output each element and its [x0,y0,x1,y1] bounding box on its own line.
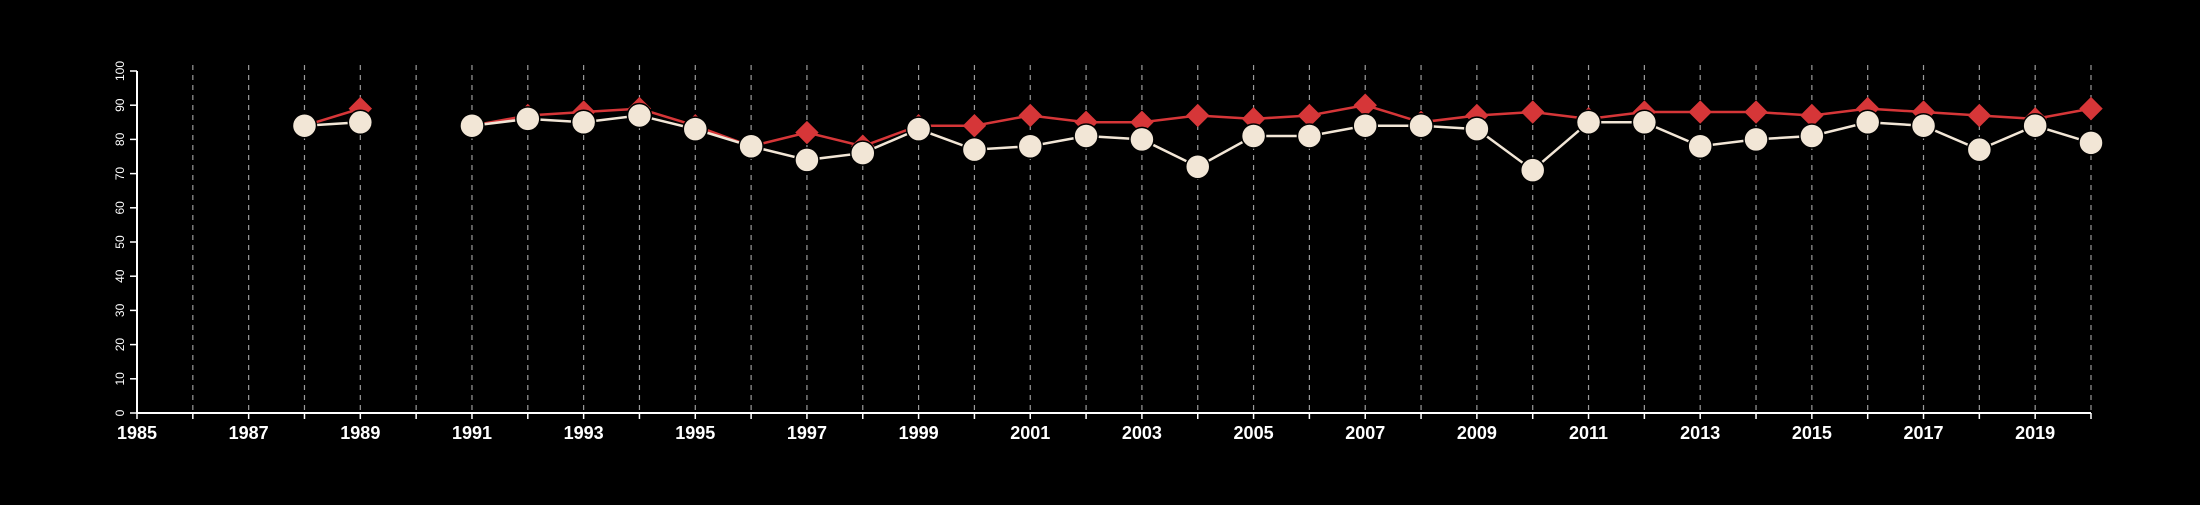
data-point-circle [1910,112,1937,139]
data-point-circle [2022,112,2048,139]
data-point-diamond [2079,96,2103,121]
data-point-circle [850,140,876,166]
data-point-diamond [1800,103,1824,128]
y-tick-label: 100 [113,61,127,81]
data-point-circle [1184,154,1211,180]
series-2 [291,102,2104,183]
y-tick-label: 50 [113,235,127,249]
y-tick-label: 60 [113,201,127,215]
data-point-circle [515,106,541,132]
x-tick-label: 2009 [1457,423,1497,443]
y-tick-label: 20 [113,338,127,352]
x-tick-label: 2013 [1680,423,1720,443]
data-point-circle [1129,126,1155,153]
x-tick-label: 2019 [2015,423,2055,443]
data-point-circle [626,102,653,129]
data-point-circle [291,112,318,139]
y-tick-label: 10 [113,372,127,386]
y-tick-label: 70 [113,167,127,181]
y-tick-label: 40 [113,269,127,283]
data-point-circle [570,109,597,136]
data-point-diamond [795,120,819,145]
data-point-circle [1519,157,1546,183]
data-point-circle [682,116,709,142]
data-point-diamond [1353,93,1377,117]
data-point-circle [794,147,820,173]
y-ticks: 0 10 20 30 40 50 60 70 80 90 100 [113,61,137,416]
data-point-circle [1966,136,1993,163]
data-point-circle [1743,126,1769,153]
x-tick-label: 2015 [1792,423,1832,443]
data-point-diamond [1688,100,1712,124]
data-point-circle [961,136,988,163]
x-ticks: 1985 1987 1989 1991 1993 1995 1997 1999 2001 2003… [117,413,2092,443]
data-point-diamond [1521,100,1545,124]
x-tick-label: 1993 [564,423,604,443]
data-point-circle [1240,123,1267,149]
x-tick-label: 2017 [1903,423,1943,443]
data-point-diamond [962,114,987,138]
data-point-circle [1799,123,1825,149]
series-line [471,103,2092,148]
data-point-circle [1575,109,1602,136]
data-point-circle [905,116,932,142]
series-line [471,114,2092,172]
data-point-circle [1464,116,1490,142]
y-tick-label: 30 [113,303,127,317]
data-point-circle [1631,109,1658,136]
x-tick-label: 2001 [1010,423,1050,443]
y-tick-label: 90 [113,98,127,112]
data-point-circle [738,133,764,159]
x-tick-label: 2005 [1234,423,1274,443]
data-point-circle [1854,109,1881,136]
x-tick-label: 1989 [340,423,380,443]
data-point-circle [1296,123,1323,149]
x-tick-label: 1995 [675,423,715,443]
data-point-diamond [1744,100,1768,124]
x-tick-label: 1999 [899,423,939,443]
data-point-circle [1073,123,1099,149]
x-tick-label: 2011 [1569,423,1608,443]
y-tick-label: 0 [113,409,127,416]
data-point-circle [1687,133,1713,159]
y-tick-label: 80 [113,132,127,146]
grid [192,65,2092,413]
data-point-circle [459,112,485,139]
data-point-diamond [1967,103,1992,128]
x-tick-label: 1997 [787,423,827,443]
x-tick-label: 2003 [1122,423,1162,443]
data-point-diamond [1297,103,1322,128]
x-tick-label: 1987 [229,423,269,443]
data-point-circle [2078,130,2104,156]
data-point-circle [1352,112,1378,139]
data-point-circle [1408,112,1434,139]
data-point-diamond [1186,103,1210,128]
data-point-circle [1017,133,1044,159]
series [291,93,2104,183]
x-tick-label: 2007 [1345,423,1385,443]
data-point-circle [347,109,374,136]
x-tick-label: 1985 [117,423,157,443]
data-point-diamond [1018,103,1042,128]
x-tick-label: 1991 [452,423,492,443]
